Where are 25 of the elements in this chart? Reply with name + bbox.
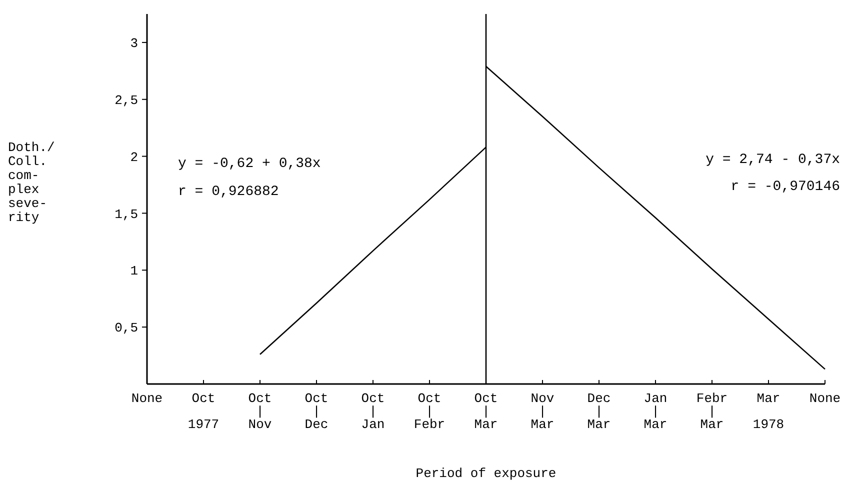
x-tick-label: Oct | Mar [474,391,498,432]
x-tick-label: Oct 1977 [188,391,220,432]
x-tick-label: Febr | Mar [696,391,728,432]
x-tick-label: None [131,391,163,406]
y-tick-label: 0,5 [114,320,138,336]
x-tick-label: Jan | Mar [644,391,668,432]
x-tick-label: Oct | Febr [414,391,446,432]
x-axis-title: Period of exposure [416,466,556,481]
y-tick-label: 3 [130,36,138,52]
x-tick-label: None [809,391,841,406]
y-tick-label: 1,5 [114,206,138,222]
annotation: y = -0,62 + 0,38x [178,156,321,172]
y-tick-label: 2,5 [114,92,138,108]
x-tick-label: Oct | Dec [304,391,328,432]
y-axis-title: Doth./ Coll. com- plex seve- rity [8,140,56,225]
x-tick-label: Oct | Nov [248,391,272,432]
x-tick-label: Oct | Jan [361,391,385,432]
annotation: r = 0,926882 [178,184,279,200]
y-tick-label: 1 [130,264,138,279]
annotation: r = -0,970146 [730,178,840,195]
x-tick-label: Mar 1978 [752,391,784,432]
annotation: y = 2,74 - 0,37x [706,152,840,168]
x-tick-label: Dec | Mar [587,391,611,432]
x-tick-label: Nov | Mar [530,391,554,432]
y-tick-label: 2 [130,150,138,165]
